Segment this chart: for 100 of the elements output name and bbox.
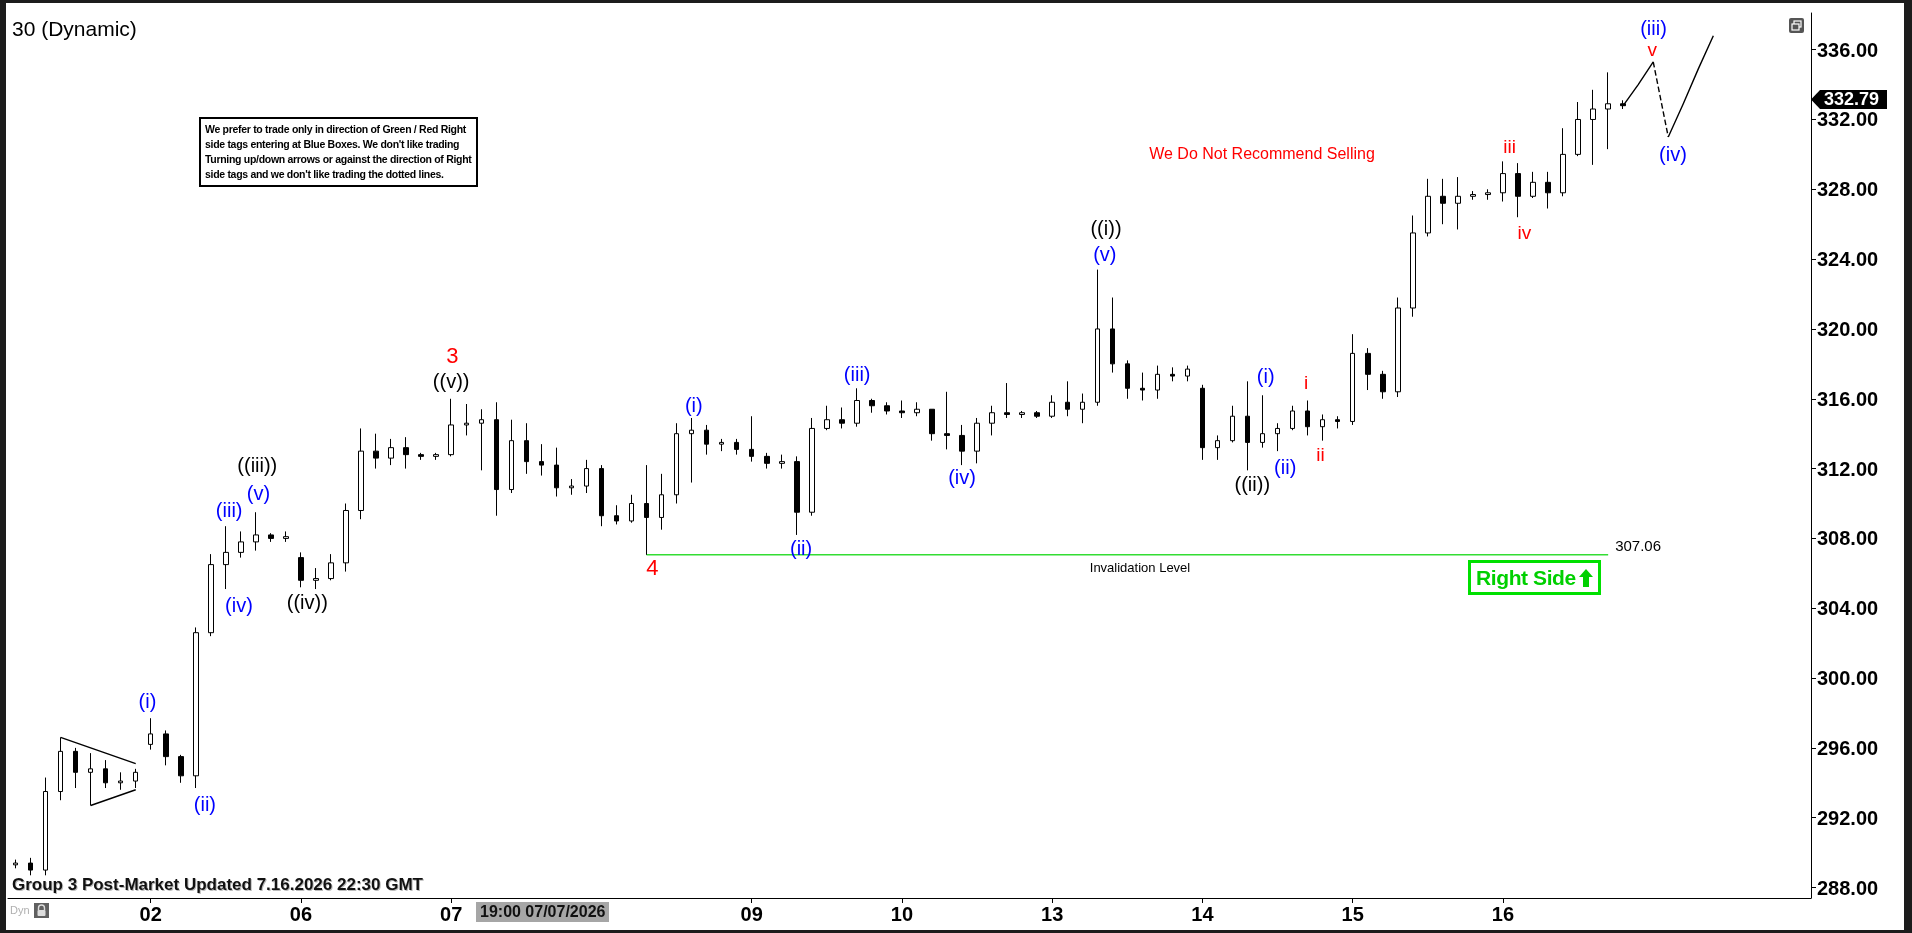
candlestick bbox=[1290, 405, 1295, 431]
candlestick bbox=[929, 408, 935, 442]
y-tick-label: 300.00 bbox=[1817, 667, 1879, 690]
candlestick bbox=[1110, 297, 1115, 374]
candlestick bbox=[1365, 347, 1371, 391]
candlestick bbox=[1560, 127, 1566, 197]
chart-title: 30 (Dynamic) bbox=[12, 17, 137, 40]
candlestick bbox=[749, 415, 754, 463]
x-tick-label: 13 bbox=[1041, 903, 1064, 925]
candlestick bbox=[28, 857, 33, 876]
candlestick bbox=[809, 417, 815, 517]
candlestick bbox=[554, 447, 559, 498]
annotation: 3 bbox=[446, 343, 459, 369]
annotation: (iv) bbox=[948, 465, 976, 488]
candlestick bbox=[283, 530, 289, 543]
annotation: iii bbox=[1503, 135, 1516, 157]
candlestick bbox=[1170, 366, 1175, 382]
y-tick-label: 308.00 bbox=[1817, 527, 1879, 550]
candlestick bbox=[1215, 434, 1220, 461]
candlestick bbox=[358, 427, 364, 520]
candlestick bbox=[899, 400, 905, 419]
candlestick bbox=[1080, 393, 1085, 424]
candlestick bbox=[914, 401, 920, 417]
annotation: ii bbox=[1316, 443, 1325, 465]
data-label: 307.06 bbox=[1615, 537, 1662, 555]
y-tick-label: 324.00 bbox=[1817, 248, 1879, 271]
candlestick bbox=[479, 408, 484, 471]
candlestick bbox=[163, 729, 169, 766]
candlestick bbox=[43, 777, 48, 876]
y-tick-label: 336.00 bbox=[1817, 38, 1879, 61]
candlestick bbox=[464, 403, 469, 436]
candlestick bbox=[13, 859, 18, 869]
candlestick bbox=[268, 532, 274, 543]
annotation: (i) bbox=[1256, 364, 1275, 387]
candlestick bbox=[1200, 384, 1205, 461]
candlestick bbox=[539, 443, 544, 477]
annotation: Invalidation Level bbox=[1089, 559, 1191, 575]
candlestick bbox=[343, 503, 349, 573]
candlestick bbox=[403, 436, 409, 470]
candlestick bbox=[959, 424, 965, 466]
candlestick bbox=[1065, 380, 1070, 417]
candlestick bbox=[298, 551, 304, 588]
y-tick-label: 296.00 bbox=[1817, 736, 1879, 759]
annotation: (ii) bbox=[1274, 456, 1297, 478]
candlestick bbox=[719, 438, 724, 452]
candlestick bbox=[118, 771, 123, 791]
annotation: (iii) bbox=[1640, 17, 1667, 39]
candlestick bbox=[238, 530, 244, 559]
candlestick bbox=[1455, 176, 1461, 230]
candlestick bbox=[73, 747, 78, 789]
candlestick bbox=[674, 422, 679, 504]
candlestick bbox=[614, 504, 619, 525]
candlestick bbox=[1335, 415, 1340, 429]
annotation: We prefer to trade only in direction of Green / Red Right side tags entering at Blue Boxes. We don't like trading Turning up/down arrows or against the direction of Right side tags and we don't like trading the dotted lines. bbox=[199, 117, 478, 187]
y-tick-label: 312.00 bbox=[1817, 457, 1879, 480]
candlestick bbox=[599, 464, 604, 527]
candlestick bbox=[974, 417, 980, 464]
candlestick bbox=[689, 417, 694, 484]
candlestick bbox=[1019, 410, 1025, 419]
x-tick-label: 02 bbox=[139, 903, 162, 925]
candlestick bbox=[253, 511, 259, 552]
annotation: (ii) bbox=[789, 536, 813, 559]
candlestick bbox=[1320, 413, 1325, 442]
candlestick bbox=[388, 438, 394, 466]
candlestick bbox=[494, 401, 499, 517]
annotation: (v) bbox=[1093, 242, 1117, 265]
candlestick bbox=[1185, 365, 1190, 382]
annotation: 4 bbox=[646, 555, 659, 581]
annotation: ((i)) bbox=[1090, 217, 1122, 239]
candlestick bbox=[824, 405, 830, 431]
annotation: (iii) bbox=[215, 498, 243, 521]
candlestick bbox=[1140, 372, 1145, 402]
annotation: We Do Not Recommend Selling bbox=[1149, 145, 1375, 162]
annotation: ((ii)) bbox=[1234, 473, 1271, 496]
annotation: (v) bbox=[246, 481, 271, 504]
annotation: (iv) bbox=[1659, 142, 1687, 165]
x-tick-label: 10 bbox=[890, 903, 914, 925]
candlestick bbox=[1230, 405, 1235, 443]
candlestick bbox=[1395, 297, 1401, 398]
candlestick bbox=[328, 553, 334, 581]
candlestick bbox=[1125, 359, 1130, 400]
candlestick bbox=[1049, 394, 1055, 419]
candlestick bbox=[659, 473, 664, 531]
candlestick bbox=[1485, 188, 1491, 201]
x-tick-label: 07 bbox=[440, 903, 463, 925]
x-tick-label: 15 bbox=[1341, 903, 1364, 925]
annotation: Right Side bbox=[1476, 566, 1576, 589]
candlestick bbox=[584, 459, 589, 494]
candlestick bbox=[704, 424, 709, 456]
candlestick bbox=[839, 407, 845, 429]
candlestick bbox=[794, 455, 800, 536]
candlestick bbox=[1440, 178, 1446, 225]
candlestick bbox=[1575, 101, 1581, 157]
candlestick bbox=[1425, 178, 1431, 237]
annotation: ((v)) bbox=[432, 369, 470, 392]
candlestick bbox=[1350, 333, 1355, 426]
x-tick-label: 09 bbox=[740, 903, 763, 925]
y-tick-label: 332.00 bbox=[1817, 108, 1879, 131]
candlestick bbox=[1530, 171, 1536, 199]
candlestick bbox=[1095, 269, 1100, 407]
